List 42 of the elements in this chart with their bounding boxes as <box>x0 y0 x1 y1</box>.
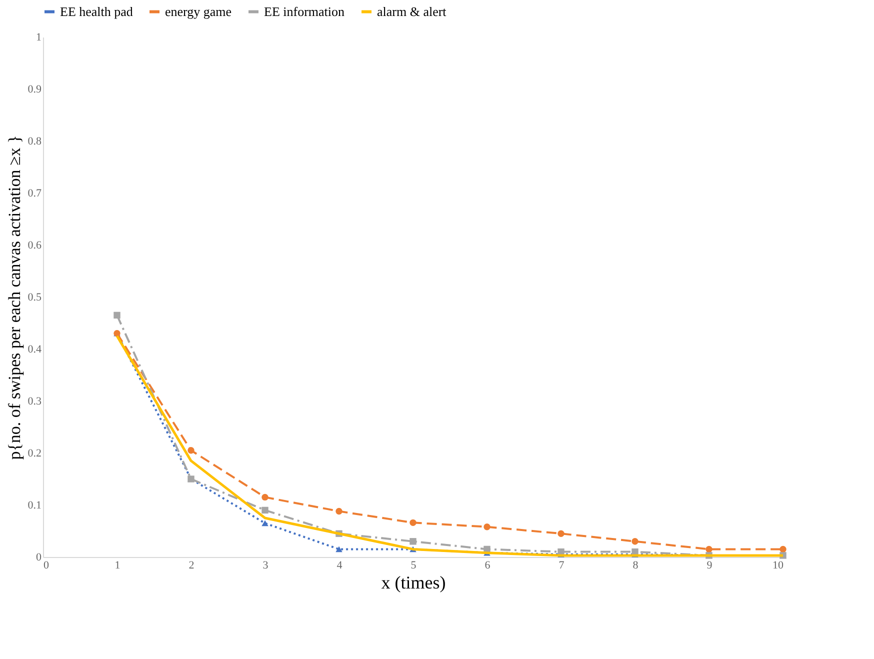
x-tick-label: 0 <box>44 560 50 572</box>
y-tick-label: 0.1 <box>28 500 42 512</box>
point <box>188 447 194 454</box>
y-tick-label: 0.2 <box>28 448 42 460</box>
x-tick-label: 4 <box>336 560 343 572</box>
point <box>558 530 564 537</box>
x-tick-label: 2 <box>188 560 194 572</box>
point <box>262 520 268 526</box>
x-tick-label: 1 <box>114 560 120 572</box>
point <box>410 538 416 545</box>
y-tick-label: 0 <box>36 552 42 564</box>
x-tick-label: 7 <box>558 560 565 572</box>
legend-label: alarm & alert <box>377 4 447 19</box>
y-tick-label: 0.7 <box>28 188 42 200</box>
x-axis-title: x (times) <box>381 572 446 592</box>
y-axis-title: p{no. of swipes per each canvas activation ≥x } <box>4 135 24 460</box>
x-tick-label: 10 <box>772 560 784 572</box>
point <box>262 506 268 514</box>
point <box>336 508 342 515</box>
point <box>780 546 786 553</box>
point <box>262 494 268 501</box>
legend-label: energy game <box>165 4 232 19</box>
x-tick-label: 3 <box>262 560 269 572</box>
point <box>706 546 712 553</box>
x-tick-label: 6 <box>484 560 491 572</box>
y-tick-label: 0.5 <box>28 292 42 304</box>
y-tick-label: 0.9 <box>28 84 42 96</box>
point <box>114 312 120 319</box>
y-tick-label: 1 <box>36 32 42 44</box>
y-tick-label: 0.8 <box>28 136 42 148</box>
y-tick-label: 0.6 <box>28 240 42 252</box>
point <box>632 538 638 545</box>
point <box>336 546 342 552</box>
legend-label: EE health pad <box>60 4 134 19</box>
point <box>410 519 416 526</box>
x-tick-label: 5 <box>410 560 417 572</box>
x-tick-label: 8 <box>632 560 639 572</box>
y-tick-label: 0.4 <box>28 344 42 356</box>
y-tick-label: 0.3 <box>28 396 42 408</box>
legend-label: EE information <box>264 4 346 19</box>
x-tick-label: 9 <box>706 560 713 572</box>
point <box>484 523 490 530</box>
